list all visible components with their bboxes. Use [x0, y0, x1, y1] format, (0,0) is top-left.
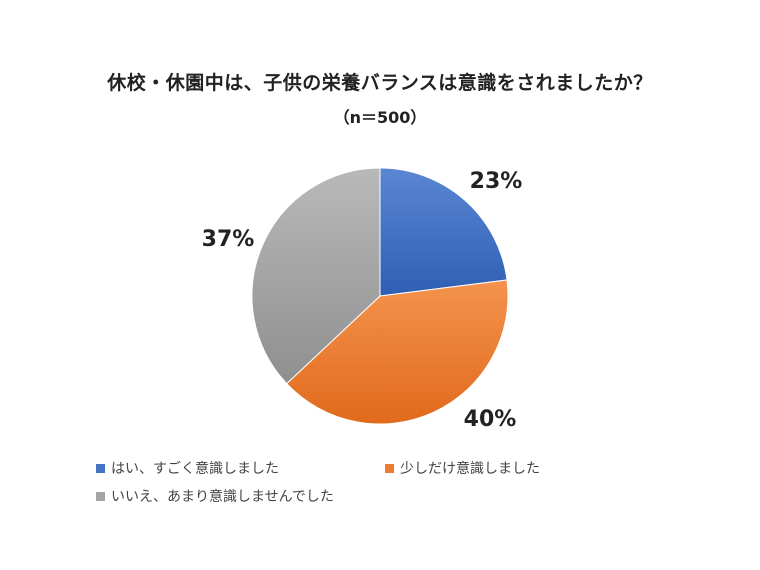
legend-swatch-orange [385, 463, 394, 473]
legend-item-no: いいえ、あまり意識しませんでした [96, 486, 334, 506]
legend-swatch-gray [96, 491, 105, 501]
chart-subtitle: （n＝500） [333, 108, 427, 127]
legend-label: いいえ、あまり意識しませんでした [111, 489, 334, 505]
legend-swatch-blue [96, 463, 105, 473]
data-label-yes-very: 23% [470, 169, 523, 194]
pie-slice-yes-very [379, 167, 508, 297]
pie-slice-a-little [285, 279, 509, 425]
data-label-no: 37% [202, 227, 255, 252]
legend-item-a-little: 少しだけ意識しました [385, 458, 540, 478]
chart-title: 休校・休園中は、子供の栄養バランスは意識をされましたか？ [107, 72, 653, 94]
legend-label: はい、すごく意識しました [111, 461, 279, 477]
data-label-a-little: 40% [464, 407, 517, 432]
legend-item-yes-very: はい、すごく意識しました [96, 458, 279, 478]
pie-slice-no [251, 167, 381, 385]
legend-label: 少しだけ意識しました [400, 461, 540, 477]
